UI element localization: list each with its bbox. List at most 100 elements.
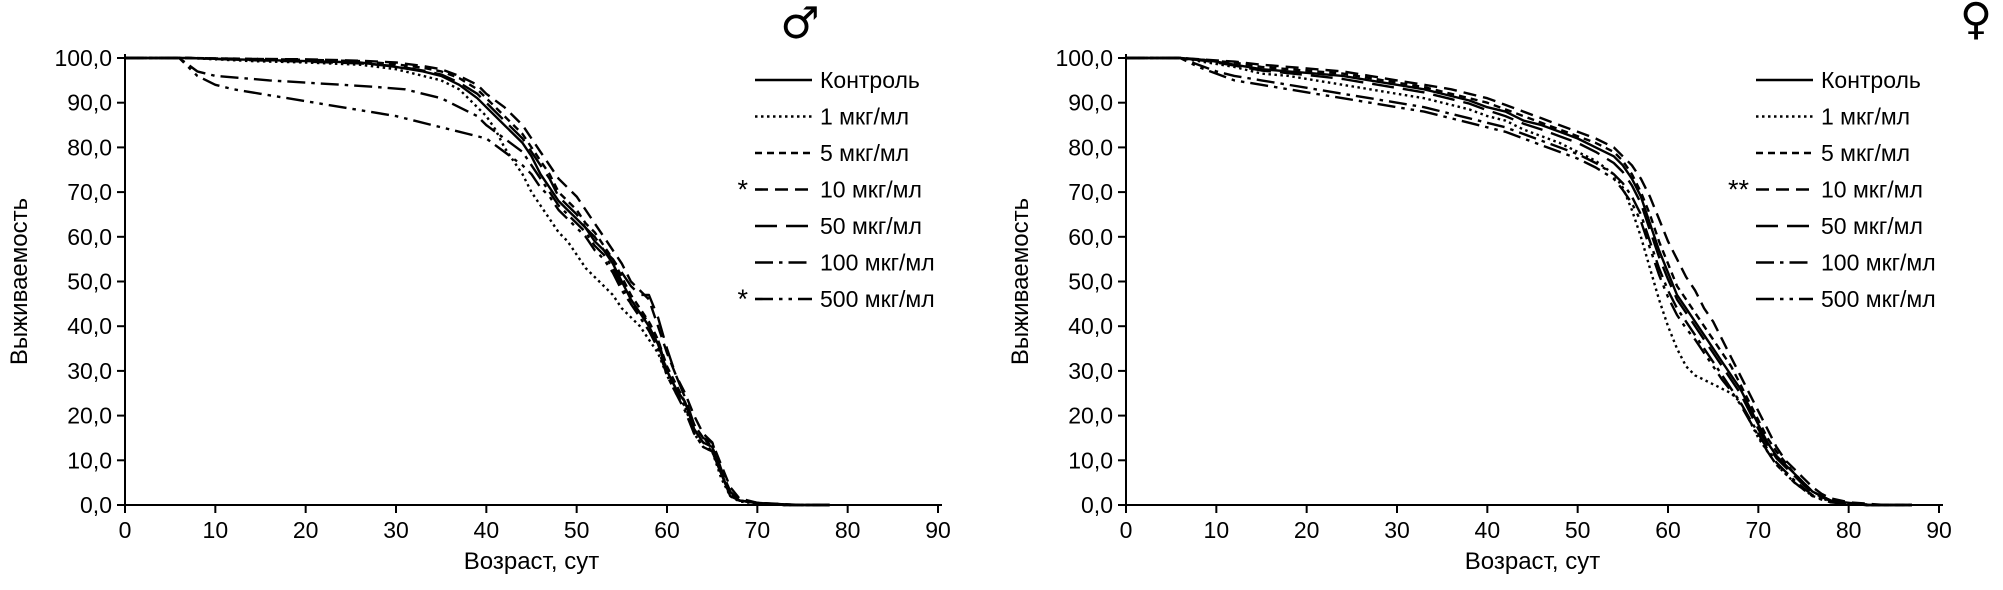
- legend-label: 500 мкг/мл: [1821, 286, 1936, 312]
- series-line: [1126, 56, 1912, 507]
- y-tick-label: 50,0: [67, 269, 112, 295]
- y-tick-label: 60,0: [1068, 224, 1113, 250]
- series-line: [125, 56, 830, 507]
- y-tick-label: 0,0: [80, 492, 112, 518]
- survival-chart-male: 0,0 10,0 20,0 30,0 40,0 50,0 60,0 70,0 80,0 90,0 1…: [6, 0, 951, 575]
- x-tick-label: 30: [383, 517, 409, 543]
- x-tick-label: 10: [203, 517, 229, 543]
- y-tick-label: 60,0: [67, 224, 112, 250]
- legend-label: 500 мкг/мл: [820, 286, 935, 312]
- series-line: [125, 56, 830, 507]
- y-tick-label: 80,0: [1068, 134, 1113, 160]
- x-tick-label: 0: [119, 517, 132, 543]
- y-tick-label: 30,0: [67, 358, 112, 384]
- y-tick-label: 40,0: [1068, 313, 1113, 339]
- significance-mark: **: [1728, 175, 1750, 205]
- x-tick-label: 50: [564, 517, 590, 543]
- x-tick-label: 70: [745, 517, 771, 543]
- legend-label: 5 мкг/мл: [820, 140, 909, 166]
- legend-label: 50 мкг/мл: [820, 213, 922, 239]
- series-line: [125, 56, 830, 507]
- y-tick-label: 90,0: [67, 90, 112, 116]
- y-axis-ticks: 0,0 10,0 20,0 30,0 40,0 50,0 60,0 70,0 80,0 90,0 1…: [54, 45, 125, 518]
- x-tick-label: 90: [1926, 517, 1952, 543]
- legend-label: 50 мкг/мл: [1821, 213, 1923, 239]
- axes: [1125, 54, 1943, 506]
- legend-item: * 10 мкг/мл: [737, 175, 921, 205]
- x-tick-label: 40: [474, 517, 500, 543]
- y-tick-label: 80,0: [67, 134, 112, 160]
- x-tick-label: 60: [1655, 517, 1681, 543]
- y-tick-label: 30,0: [1068, 358, 1113, 384]
- y-tick-label: 100,0: [1055, 45, 1113, 71]
- series-line: [1126, 56, 1912, 507]
- y-tick-label: 10,0: [1068, 447, 1113, 473]
- x-axis-ticks: 0 10 20 30 40 50 60 70 80 90: [1120, 505, 1952, 543]
- series-line: [125, 56, 830, 507]
- y-axis-title: Выживаемость: [6, 198, 33, 365]
- y-tick-label: 100,0: [54, 45, 112, 71]
- legend: Контроль 1 мкг/мл 5 мкг/мл * 10 мкг/мл 50 мкг…: [737, 67, 934, 314]
- legend-label: Контроль: [820, 67, 920, 93]
- series-line: [125, 56, 830, 507]
- legend-item: 1 мкг/мл: [755, 104, 909, 130]
- x-tick-label: 40: [1475, 517, 1501, 543]
- x-tick-label: 90: [925, 517, 951, 543]
- x-tick-label: 0: [1120, 517, 1133, 543]
- male-symbol-icon: ♂: [780, 0, 819, 49]
- legend-label: 1 мкг/мл: [1821, 104, 1910, 130]
- survival-chart-female-panel: 0,0 10,0 20,0 30,0 40,0 50,0 60,0 70,0 80,0 90,0 1…: [1001, 0, 2002, 590]
- x-axis-title: Возраст, сут: [464, 548, 599, 575]
- legend-label: 10 мкг/мл: [820, 177, 922, 203]
- legend-label: 100 мкг/мл: [820, 250, 935, 276]
- legend-item: 100 мкг/мл: [755, 250, 935, 276]
- series-line: [1126, 56, 1912, 507]
- series-lines: [1126, 56, 1912, 507]
- survival-chart-female: 0,0 10,0 20,0 30,0 40,0 50,0 60,0 70,0 80,0 90,0 1…: [1007, 0, 1992, 575]
- y-tick-label: 20,0: [67, 403, 112, 429]
- legend-label: Контроль: [1821, 67, 1921, 93]
- legend-item: Контроль: [755, 67, 920, 93]
- x-tick-label: 80: [835, 517, 861, 543]
- x-tick-label: 10: [1204, 517, 1230, 543]
- legend-item: Контроль: [1756, 67, 1921, 93]
- legend-label: 5 мкг/мл: [1821, 140, 1910, 166]
- series-line: [1126, 56, 1912, 507]
- legend-item: 1 мкг/мл: [1756, 104, 1910, 130]
- legend-item: 5 мкг/мл: [755, 140, 909, 166]
- series-line: [1126, 56, 1912, 507]
- legend-label: 1 мкг/мл: [820, 104, 909, 130]
- y-tick-label: 90,0: [1068, 90, 1113, 116]
- x-tick-label: 50: [1565, 517, 1591, 543]
- significance-mark: *: [737, 284, 748, 314]
- series-line: [1126, 56, 1912, 507]
- survival-chart-male-panel: 0,0 10,0 20,0 30,0 40,0 50,0 60,0 70,0 80,0 90,0 1…: [0, 0, 1001, 590]
- y-axis-ticks: 0,0 10,0 20,0 30,0 40,0 50,0 60,0 70,0 80,0 90,0 1…: [1055, 45, 1126, 518]
- x-tick-label: 20: [293, 517, 319, 543]
- legend-item: 50 мкг/мл: [755, 213, 922, 239]
- series-line: [125, 56, 830, 507]
- y-tick-label: 0,0: [1081, 492, 1113, 518]
- y-tick-label: 70,0: [67, 179, 112, 205]
- y-tick-label: 10,0: [67, 447, 112, 473]
- y-tick-label: 20,0: [1068, 403, 1113, 429]
- female-symbol-icon: ♀: [1960, 0, 1992, 45]
- legend-item: 500 мкг/мл: [1756, 286, 1936, 312]
- y-tick-label: 40,0: [67, 313, 112, 339]
- significance-mark: *: [737, 175, 748, 205]
- x-tick-label: 80: [1836, 517, 1862, 543]
- x-tick-label: 70: [1746, 517, 1772, 543]
- legend-label: 100 мкг/мл: [1821, 250, 1936, 276]
- legend-label: 10 мкг/мл: [1821, 177, 1923, 203]
- y-tick-label: 70,0: [1068, 179, 1113, 205]
- y-axis-title: Выживаемость: [1007, 198, 1034, 365]
- x-axis-title: Возраст, сут: [1465, 548, 1600, 575]
- legend-item: 50 мкг/мл: [1756, 213, 1923, 239]
- x-tick-label: 30: [1384, 517, 1410, 543]
- x-tick-label: 20: [1294, 517, 1320, 543]
- legend-item: * 500 мкг/мл: [737, 284, 934, 314]
- y-tick-label: 50,0: [1068, 269, 1113, 295]
- x-axis-ticks: 0 10 20 30 40 50 60 70 80 90: [119, 505, 951, 543]
- series-lines: [125, 56, 830, 507]
- legend-item: 100 мкг/мл: [1756, 250, 1936, 276]
